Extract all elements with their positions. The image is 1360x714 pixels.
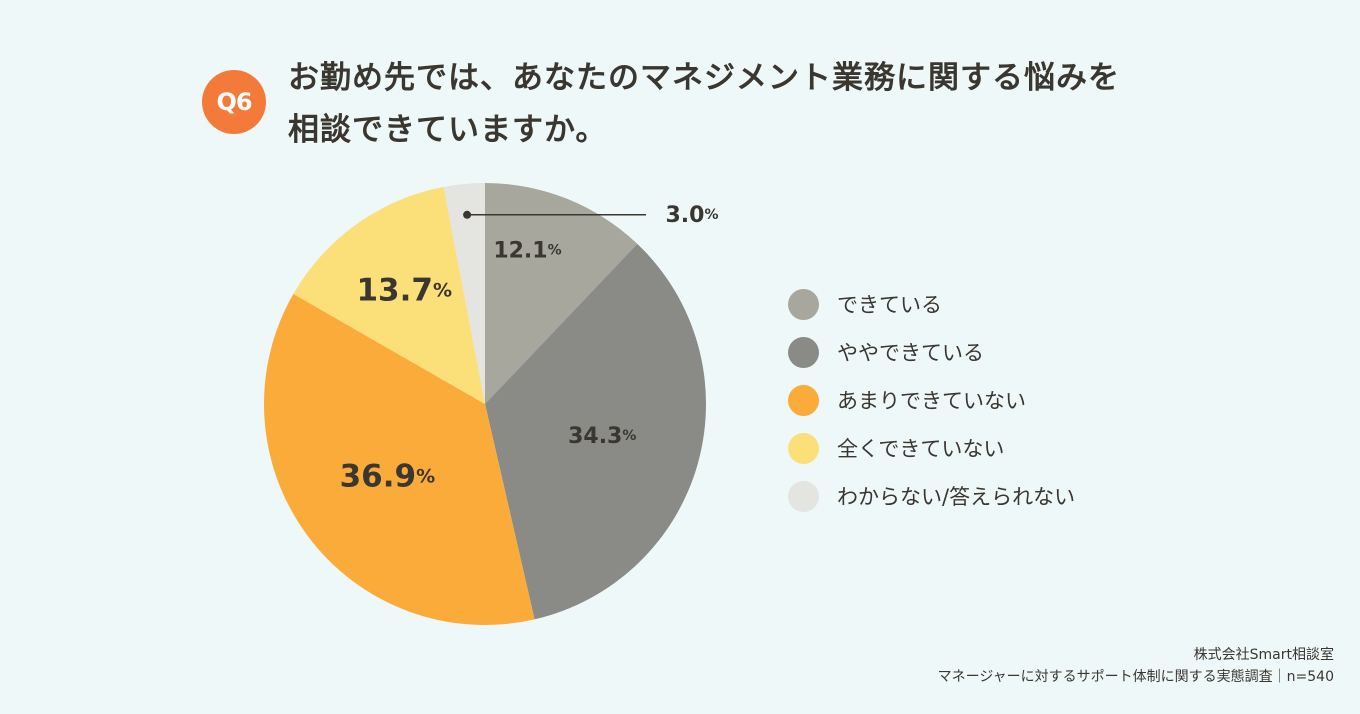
slice-value-number: 12.1 xyxy=(493,238,547,263)
pie-slice xyxy=(485,183,638,404)
legend-swatch xyxy=(788,432,819,464)
slice-value-label: 13.7% xyxy=(356,273,452,309)
legend-label: わからない/答えられない xyxy=(837,485,1076,509)
slice-value-number: 13.7 xyxy=(356,273,433,309)
source-survey: マネージャーに対するサポート体制に関する実態調査｜n=540 xyxy=(937,669,1334,685)
pie-slice xyxy=(443,183,485,404)
legend-swatch xyxy=(788,288,819,320)
pie-slice xyxy=(485,243,706,620)
legend-item: できている xyxy=(788,280,1075,328)
chart-title-line2: 相談できていますか。 xyxy=(288,112,608,148)
legend-label: 全くできていない xyxy=(837,437,1005,461)
source-company: 株式会社Smart相談室 xyxy=(1193,647,1334,663)
pie-slice xyxy=(264,293,535,625)
question-badge: Q6 xyxy=(202,70,266,134)
slice-value-label: 12.1% xyxy=(493,238,561,263)
pie-slice xyxy=(293,186,485,404)
slice-value-unit: % xyxy=(548,243,562,259)
slice-value-unit: % xyxy=(622,428,636,444)
slice-value-number: 36.9 xyxy=(340,458,417,494)
slice-value-label: 36.9% xyxy=(340,458,436,494)
legend-item: あまりできていない xyxy=(788,376,1075,424)
legend-item: 全くできていない xyxy=(788,424,1075,472)
legend-swatch xyxy=(788,480,819,512)
slice-value-label: 34.3% xyxy=(568,424,636,449)
legend-swatch xyxy=(788,384,819,416)
legend-label: ややできている xyxy=(837,341,984,365)
legend-label: あまりできていない xyxy=(837,389,1026,413)
slice-value-unit: % xyxy=(433,280,452,302)
slice-value-unit: % xyxy=(704,207,718,223)
slice-value-number: 3.0 xyxy=(665,202,704,227)
chart-title-line1: お勤め先では、あなたのマネジメント業務に関する悩みを xyxy=(288,60,1120,96)
source-note: 株式会社Smart相談室 マネージャーに対するサポート体制に関する実態調査｜n=… xyxy=(938,644,1334,688)
slice-value-number: 34.3 xyxy=(568,424,622,449)
legend: できている ややできている あまりできていない 全くできていない わからない/答… xyxy=(788,280,1075,520)
chart-title: お勤め先では、あなたのマネジメント業務に関する悩みを 相談できていますか。 xyxy=(288,52,1120,156)
legend-item: わからない/答えられない xyxy=(788,472,1075,520)
legend-label: できている xyxy=(837,293,942,317)
slice-value-unit: % xyxy=(416,465,435,487)
slice-value-label: 3.0% xyxy=(665,202,718,227)
legend-item: ややできている xyxy=(788,328,1075,376)
legend-swatch xyxy=(788,336,819,368)
